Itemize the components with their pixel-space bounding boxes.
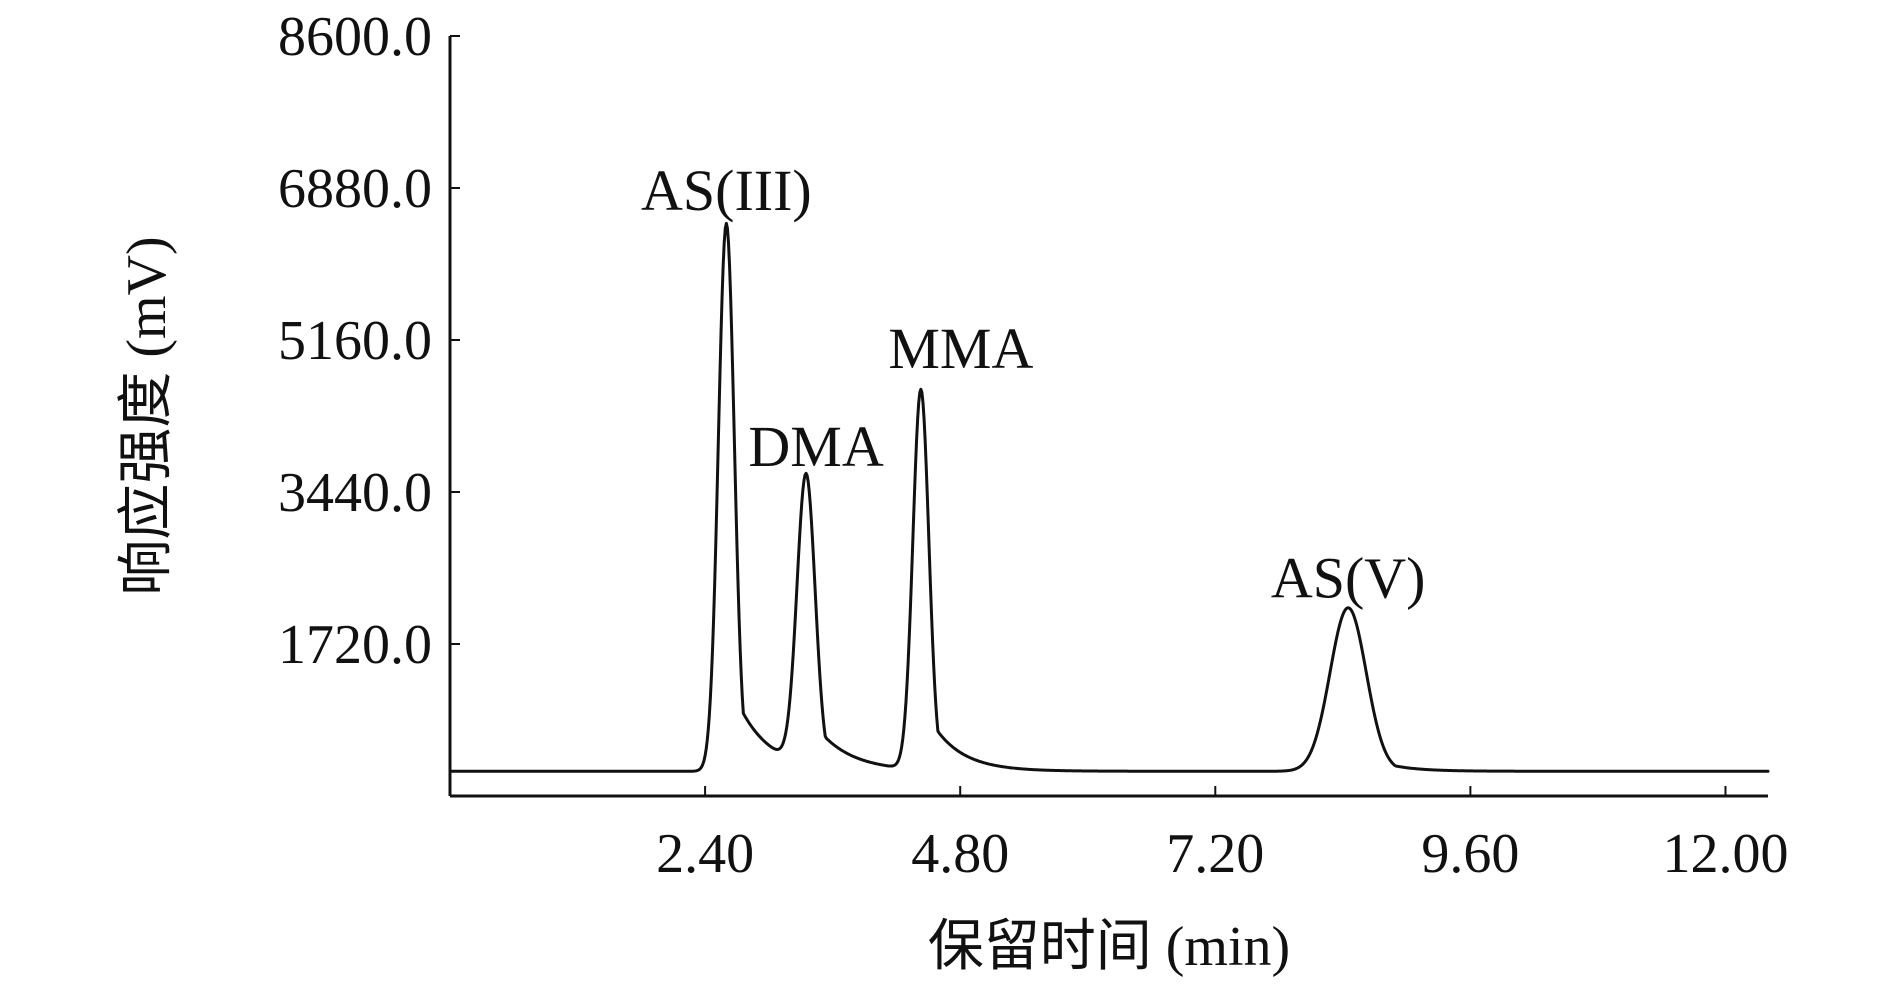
x-tick-label: 7.20 (1166, 823, 1264, 885)
peak-label: AS(III) (641, 158, 812, 223)
x-axis-title: 保留时间 (min) (928, 916, 1290, 978)
peak-label: DMA (748, 414, 883, 479)
y-tick-label: 3440.0 (278, 462, 432, 524)
ticks-layer: 1720.0 3440.0 5160.0 6880.0 8600.0 2.40 4.80 7.… (278, 6, 1788, 885)
x-tick-label: 9.60 (1421, 823, 1519, 885)
y-tick-label: 8600.0 (278, 6, 432, 68)
y-axis-title: 响应强度 (mV) (116, 236, 178, 595)
x-tick-label: 2.40 (656, 823, 754, 885)
y-tick-label: 1720.0 (278, 614, 432, 676)
y-tick-label: 6880.0 (278, 158, 432, 220)
x-tick-label: 12.00 (1662, 823, 1788, 885)
peak-label: AS(V) (1271, 546, 1426, 611)
chromatogram-line (450, 223, 1768, 771)
y-tick-label: 5160.0 (278, 310, 432, 372)
series-layer (450, 223, 1768, 771)
peak-label: MMA (888, 316, 1033, 381)
axes-layer (450, 36, 1768, 796)
x-tick-label: 4.80 (911, 823, 1009, 885)
